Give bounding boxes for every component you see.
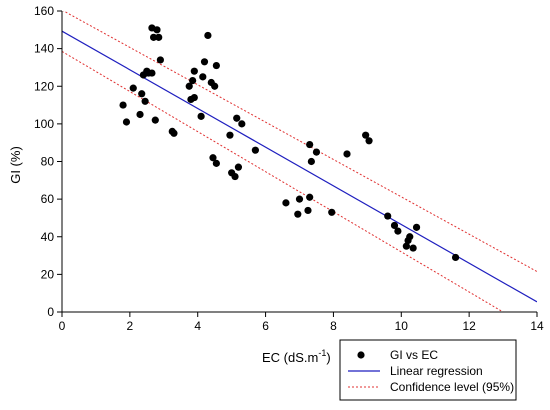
x-axis-title-close: ) [326, 350, 330, 365]
data-point-41 [295, 195, 304, 203]
legend-label-0: GI vs EC [390, 348, 438, 362]
chart-marks [62, 11, 537, 312]
x-axis-title-superscript: -1 [318, 348, 326, 358]
y-tick-label-140: 140 [34, 42, 54, 56]
legend-label-1: Linear regression [390, 364, 483, 378]
data-point-31 [212, 61, 220, 70]
data-point-14 [155, 33, 163, 41]
regression-line [62, 30, 537, 303]
data-point-36 [234, 163, 243, 171]
data-point-15 [156, 56, 164, 64]
data-point-13 [153, 26, 161, 34]
data-point-43 [306, 193, 314, 201]
data-point-4 [138, 90, 146, 98]
data-point-24 [199, 73, 207, 81]
data-point-56 [406, 233, 414, 241]
data-point-52 [390, 221, 399, 230]
data-point-29 [211, 82, 219, 90]
y-tick-label-60: 60 [41, 192, 55, 206]
data-point-59 [451, 253, 460, 262]
legend: GI vs EC Linear regression Confidence leve… [339, 339, 517, 401]
legend-box [339, 339, 517, 401]
data-point-51 [384, 212, 392, 220]
regression-lines [62, 11, 537, 312]
y-tick-label-120: 120 [34, 79, 54, 93]
data-point-50 [365, 137, 373, 145]
data-point-26 [204, 31, 212, 40]
y-tick-label-80: 80 [41, 155, 55, 169]
x-tick-label-8: 8 [330, 319, 337, 333]
y-tick-label-160: 160 [34, 4, 54, 18]
data-point-44 [306, 140, 314, 149]
data-point-47 [328, 208, 336, 216]
data-point-57 [409, 244, 417, 252]
y-axis-title: GI (%) [8, 146, 23, 184]
data-point-49 [362, 131, 370, 139]
data-point-30 [212, 159, 220, 167]
data-point-32 [226, 131, 234, 139]
data-point-28 [209, 154, 217, 162]
data-point-17 [170, 129, 178, 137]
data-point-48 [343, 150, 351, 158]
data-point-35 [233, 114, 241, 122]
legend-marker-points [357, 351, 365, 359]
data-point-22 [190, 67, 198, 75]
data-point-42 [304, 206, 312, 215]
data-point-0 [119, 101, 127, 109]
x-tick-label-6: 6 [262, 319, 269, 333]
data-point-20 [189, 77, 197, 85]
x-axis-title: EC (dS.m-1) [262, 348, 331, 365]
confidence-upper-line [62, 11, 537, 272]
x-tick-label-0: 0 [59, 319, 66, 333]
data-point-2 [129, 84, 137, 92]
y-tick-label-40: 40 [41, 230, 55, 244]
data-point-1 [122, 118, 131, 126]
y-tick-label-100: 100 [34, 117, 54, 131]
x-tick-label-2: 2 [127, 319, 134, 333]
data-point-40 [294, 210, 302, 218]
data-point-39 [282, 199, 290, 207]
data-point-37 [238, 120, 246, 128]
confidence-lower-line [62, 51, 504, 312]
x-tick-label-14: 14 [530, 319, 544, 333]
data-point-25 [200, 58, 209, 66]
x-tick-label-10: 10 [395, 319, 409, 333]
data-point-3 [136, 110, 144, 119]
x-tick-label-12: 12 [462, 319, 476, 333]
data-point-46 [312, 148, 321, 156]
x-axis-title-main: EC (dS.m [262, 350, 318, 365]
data-point-38 [251, 146, 259, 154]
data-point-18 [185, 82, 193, 90]
data-point-12 [151, 116, 159, 124]
data-point-9 [148, 69, 156, 77]
data-point-6 [141, 97, 149, 105]
data-point-34 [231, 172, 239, 181]
data-point-23 [197, 112, 205, 120]
x-tick-label-4: 4 [194, 319, 201, 333]
data-point-53 [394, 227, 402, 235]
data-point-21 [190, 93, 198, 102]
data-point-54 [402, 242, 410, 250]
data-point-11 [150, 33, 158, 41]
legend-label-2: Confidence level (95%) [390, 380, 514, 394]
y-tick-label-0: 0 [47, 305, 54, 319]
y-tick-label-20: 20 [41, 267, 55, 281]
data-point-45 [307, 157, 315, 166]
data-point-58 [412, 223, 421, 231]
